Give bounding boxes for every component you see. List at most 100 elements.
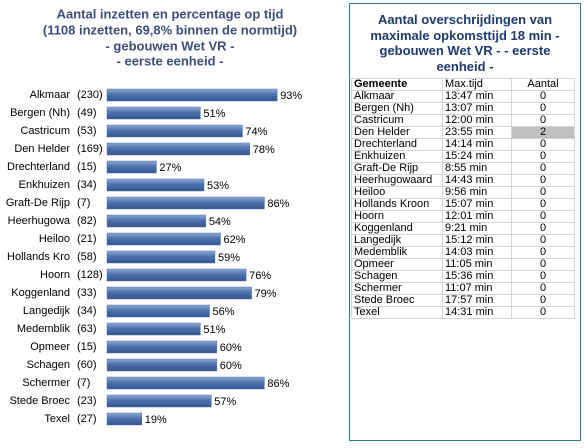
table-row: Heiloo 9:56 min 0 bbox=[351, 186, 575, 199]
table-cell: Castricum bbox=[351, 114, 443, 127]
table-cell: 9:56 min bbox=[442, 186, 512, 199]
table-title-line: eenheid - bbox=[436, 58, 494, 74]
category-label: Heerhugowa bbox=[8, 215, 71, 227]
count-label: (23) bbox=[77, 395, 97, 407]
table-cell: Bergen (Nh) bbox=[351, 102, 443, 115]
category-label: Schagen bbox=[27, 359, 70, 371]
count-label: (63) bbox=[77, 323, 97, 335]
value-label: 62% bbox=[223, 234, 245, 246]
table-cell: Stede Broec bbox=[351, 294, 443, 307]
table-cell: 0 bbox=[511, 234, 575, 247]
table-cell: 12:00 min bbox=[442, 114, 512, 127]
table-title-line: Aantal overschrijdingen van bbox=[377, 12, 553, 27]
table-row: Graft-De Rijp 8:55 min 0 bbox=[351, 162, 575, 175]
table-cell: 11:07 min bbox=[442, 282, 512, 295]
value-label: 56% bbox=[212, 306, 234, 318]
category-label: Den Helder bbox=[14, 143, 70, 155]
value-label: 86% bbox=[267, 198, 289, 210]
count-label: (230) bbox=[77, 89, 103, 101]
bar bbox=[106, 124, 243, 138]
table-cell: 0 bbox=[511, 150, 575, 163]
category-label: Koggenland bbox=[11, 287, 70, 299]
column-header: Max.tijd bbox=[442, 78, 512, 91]
table-row: Medemblik 14:03 min 0 bbox=[351, 246, 575, 259]
category-label: Schermer bbox=[22, 377, 70, 389]
count-label: (58) bbox=[77, 251, 97, 263]
bar bbox=[106, 250, 216, 264]
category-label: Langedijk bbox=[23, 305, 71, 317]
value-label: 60% bbox=[220, 342, 242, 354]
value-label: 76% bbox=[249, 270, 271, 282]
bar bbox=[106, 268, 247, 282]
table-cell: Texel bbox=[351, 306, 443, 319]
table-cell: Hollands Kroon bbox=[351, 198, 443, 211]
table-title-line: maximale opkomsttijd 18 min - bbox=[370, 27, 560, 43]
category-label: Texel bbox=[44, 413, 70, 425]
column-header: Aantal bbox=[511, 78, 575, 91]
bar bbox=[106, 196, 265, 210]
table-cell: 2 bbox=[511, 126, 575, 139]
category-label: Graft-De Rijp bbox=[6, 197, 70, 209]
bar bbox=[106, 160, 157, 174]
table-cell: 0 bbox=[511, 198, 575, 211]
value-label: 27% bbox=[159, 162, 181, 174]
table-cell: 13:07 min bbox=[442, 102, 512, 115]
count-label: (15) bbox=[77, 341, 97, 353]
category-label: Hollands Kro bbox=[7, 251, 70, 263]
table-cell: 0 bbox=[511, 294, 575, 307]
chart: Aantal inzetten en percentage op tijd (1… bbox=[6, 6, 303, 426]
table-cell: Langedijk bbox=[351, 234, 443, 247]
bar bbox=[106, 394, 212, 408]
value-label: 59% bbox=[218, 252, 240, 264]
table-cell: 15:12 min bbox=[442, 234, 512, 247]
table-row: Langedijk 15:12 min 0 bbox=[351, 234, 575, 247]
category-label: Hoorn bbox=[40, 269, 70, 281]
table-cell: Hoorn bbox=[351, 210, 443, 223]
table-cell: 0 bbox=[511, 174, 575, 187]
value-label: 51% bbox=[203, 324, 225, 336]
table-cell: Alkmaar bbox=[351, 90, 443, 103]
table-cell: 0 bbox=[511, 114, 575, 127]
table-cell: Schagen bbox=[351, 270, 443, 283]
count-label: (15) bbox=[77, 161, 97, 173]
table-cell: 0 bbox=[511, 258, 575, 271]
count-label: (53) bbox=[77, 125, 97, 137]
count-label: (128) bbox=[77, 269, 103, 281]
table-cell: 13:47 min bbox=[442, 90, 512, 103]
value-label: 86% bbox=[267, 378, 289, 390]
category-label: Alkmaar bbox=[30, 89, 71, 101]
bar bbox=[106, 106, 201, 120]
column-header: Gemeente bbox=[351, 78, 443, 91]
table-row: Castricum 12:00 min 0 bbox=[351, 114, 575, 127]
table-cell: 14:03 min bbox=[442, 246, 512, 259]
bar bbox=[106, 178, 205, 192]
table-cell: 0 bbox=[511, 210, 575, 223]
bar bbox=[106, 88, 278, 102]
table-cell: 11:05 min bbox=[442, 258, 512, 271]
count-label: (169) bbox=[77, 143, 103, 155]
count-label: (34) bbox=[77, 305, 97, 317]
table-cell: Heiloo bbox=[351, 186, 443, 199]
category-label: Heiloo bbox=[39, 233, 70, 245]
header-row: Gemeente Max.tijd Aantal bbox=[351, 78, 575, 91]
value-label: 51% bbox=[203, 108, 225, 120]
bar bbox=[106, 340, 218, 354]
category-label: Enkhuizen bbox=[19, 179, 70, 191]
table-cell: 14:14 min bbox=[442, 138, 512, 151]
table-cell: 0 bbox=[511, 282, 575, 295]
table-cell: 15:24 min bbox=[442, 150, 512, 163]
table-row: Alkmaar 13:47 min 0 bbox=[351, 90, 575, 103]
table-row: Schagen 15:36 min 0 bbox=[351, 270, 575, 283]
table-cell: Koggenland bbox=[351, 222, 443, 235]
table-cell: Opmeer bbox=[351, 258, 443, 271]
table-cell: 0 bbox=[511, 186, 575, 199]
table-cell: Graft-De Rijp bbox=[351, 162, 443, 175]
category-label: Bergen (Nh) bbox=[10, 107, 70, 119]
table-row: Drechterland 14:14 min 0 bbox=[351, 138, 575, 151]
table-cell: 14:31 min bbox=[442, 306, 512, 319]
bar bbox=[106, 142, 250, 156]
value-label: 93% bbox=[280, 90, 302, 102]
bar bbox=[106, 412, 143, 426]
table-row: Den Helder 23:55 min 2 bbox=[351, 126, 575, 139]
